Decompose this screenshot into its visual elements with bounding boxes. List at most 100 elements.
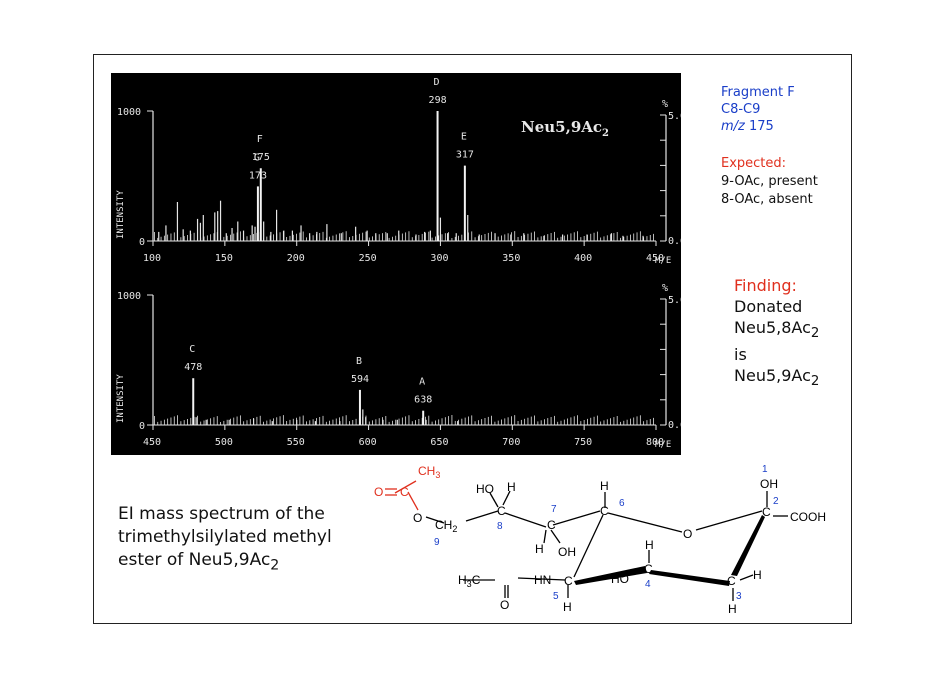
amide-o: O xyxy=(500,598,509,612)
acetyl-carbonyl-o: O xyxy=(374,485,383,499)
num-9: 9 xyxy=(434,537,440,548)
x-tick-label-0-5: 350 xyxy=(502,253,520,264)
x-tick-label-1-1: 500 xyxy=(215,437,233,448)
expected-block: Expected: 9-OAc, present 8-OAc, absent xyxy=(721,155,818,209)
num-5: 5 xyxy=(553,591,559,602)
peak-letter-C: C xyxy=(189,344,195,355)
nh: HN xyxy=(534,573,551,587)
caption-line-1: EI mass spectrum of the xyxy=(118,504,325,524)
ester-o: O xyxy=(413,511,422,525)
x-axis-label-0: M/E xyxy=(655,256,671,266)
c4-h: H xyxy=(645,538,654,552)
neu5-9ac2-structure: O C CH3 O CH2 HO H C C H OH C H O C OH xyxy=(374,464,826,616)
right-axis-max-0: 5.00 xyxy=(668,111,681,122)
c3: C xyxy=(727,574,736,588)
num-6: 6 xyxy=(619,498,625,509)
finding-title: Finding: xyxy=(734,276,797,295)
x-tick-label-1-2: 550 xyxy=(287,437,305,448)
x-tick-label-0-1: 150 xyxy=(215,253,233,264)
num-4: 4 xyxy=(645,579,651,590)
c4-oh: HO xyxy=(611,572,629,586)
spectrum-title: Neu5,9Ac2 xyxy=(521,118,609,139)
acetyl-ch3: CH3 xyxy=(418,464,440,480)
caption-line-3-sub: 2 xyxy=(270,557,280,574)
expected-line-2: 8-OAc, absent xyxy=(721,192,813,207)
wedge-c2-c3 xyxy=(731,515,765,576)
caption-line-2: trimethylsilylated methyl xyxy=(118,527,332,547)
fragment-name: Fragment F xyxy=(721,85,795,100)
peak-letter-G: G xyxy=(254,152,260,163)
c3-h-right: H xyxy=(753,568,762,582)
finding-line-2-sub: 2 xyxy=(810,326,820,342)
c3-h-down: H xyxy=(728,602,737,616)
ring-o: O xyxy=(683,527,692,541)
x-tick-label-1-0: 450 xyxy=(143,437,161,448)
fragment-carbons: C8-C9 xyxy=(721,102,761,117)
c2-oh: OH xyxy=(760,477,778,491)
c4: C xyxy=(644,562,653,576)
y-axis-label-1: INTENSITY xyxy=(116,374,126,423)
c6-h: H xyxy=(600,479,609,493)
peak-mz-C: 478 xyxy=(184,362,202,373)
caption: EI mass spectrum of the trimethylsilylat… xyxy=(118,503,332,577)
finding-line-2-text: Neu5,8Ac xyxy=(734,318,811,337)
x-tick-label-0-4: 300 xyxy=(430,253,448,264)
x-tick-label-0-3: 250 xyxy=(359,253,377,264)
right-axis-zero-0: 0.00 xyxy=(668,236,681,247)
num-1: 1 xyxy=(762,464,768,475)
cooh: COOH xyxy=(790,510,826,524)
acetyl-c: C xyxy=(400,485,409,499)
carbon-numbers: 1 2 3 4 5 6 7 8 9 xyxy=(434,464,779,602)
finding-line-4-sub: 2 xyxy=(810,374,820,390)
num-7: 7 xyxy=(551,504,557,515)
y-axis-label-0: INTENSITY xyxy=(116,190,126,239)
peak-mz-D: 298 xyxy=(429,95,447,106)
c8: C xyxy=(497,504,506,518)
right-axis-max-1: 5.00 xyxy=(668,295,681,306)
x-tick-label-0-2: 200 xyxy=(287,253,305,264)
num-2: 2 xyxy=(773,496,779,507)
finding-line-4-text: Neu5,9Ac xyxy=(734,366,811,386)
mz-label: m/z xyxy=(721,119,745,134)
finding-block: Finding: Donated Neu5,8Ac2 is Neu5,9Ac2 xyxy=(734,275,819,392)
c8-oh: HO xyxy=(476,482,494,496)
peak-letter-F: F xyxy=(257,134,263,145)
mz-value: 175 xyxy=(744,119,774,134)
right-axis-symbol-1: % xyxy=(662,283,668,294)
c8-h: H xyxy=(507,480,516,494)
peak-mz-G: 173 xyxy=(249,170,267,181)
peak-mz-A: 638 xyxy=(414,395,432,406)
x-tick-label-1-5: 700 xyxy=(502,437,520,448)
mass-spectrum-chart: Neu5,9Ac2 10000INTENSITY%5.000.001001502… xyxy=(116,77,681,450)
h3c: H3C xyxy=(458,573,481,589)
x-tick-label-1-6: 750 xyxy=(574,437,592,448)
x-tick-label-0-7: 450 xyxy=(646,253,664,264)
finding-line-3: is xyxy=(734,345,747,365)
peak-letter-B: B xyxy=(356,356,362,367)
x-tick-label-1-7: 800 xyxy=(646,437,664,448)
ch2: CH2 xyxy=(435,518,457,534)
num-8: 8 xyxy=(497,521,503,532)
caption-line-3-text: ester of Neu5,9Ac xyxy=(118,550,271,570)
x-tick-label-1-3: 600 xyxy=(359,437,377,448)
fragment-info: Fragment F C8-C9 m/z 175 xyxy=(721,84,795,135)
wedge-c4-c3 xyxy=(649,570,730,586)
fragment-mz: m/z 175 xyxy=(721,118,795,135)
peak-letter-A: A xyxy=(419,377,425,388)
x-tick-label-0-0: 100 xyxy=(143,253,161,264)
c7-oh: OH xyxy=(558,545,576,559)
right-axis-zero-1: 0.00 xyxy=(668,420,681,431)
num-3: 3 xyxy=(736,591,742,602)
c6: C xyxy=(600,504,609,518)
finding-line-1: Donated xyxy=(734,297,803,316)
peak-mz-E: 317 xyxy=(456,150,474,161)
c5: C xyxy=(564,574,573,588)
c2: C xyxy=(762,505,771,519)
peak-letter-E: E xyxy=(461,132,467,143)
expected-title: Expected: xyxy=(721,156,787,171)
finding-line-2: Neu5,8Ac2 xyxy=(734,317,819,344)
y-tick-label-zero-1: 0 xyxy=(139,421,145,432)
x-tick-label-1-4: 650 xyxy=(430,437,448,448)
peak-mz-B: 594 xyxy=(351,374,369,385)
c7-h: H xyxy=(535,542,544,556)
